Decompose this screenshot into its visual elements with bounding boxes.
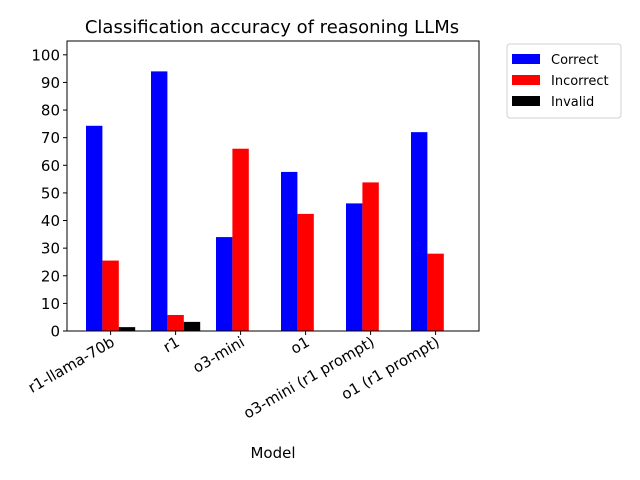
bar-incorrect-5 bbox=[427, 253, 444, 331]
legend-swatch-incorrect bbox=[512, 75, 540, 85]
x-axis-label: Model bbox=[250, 444, 295, 462]
bar-invalid-0 bbox=[118, 327, 136, 331]
y-axis: 0 10 20 30 40 50 60 70 80 90 100 bbox=[31, 46, 67, 341]
y-tick-label: 100 bbox=[31, 46, 60, 64]
y-tick-label: 30 bbox=[41, 240, 60, 258]
bars-group bbox=[86, 71, 444, 332]
bar-correct-0 bbox=[86, 125, 103, 332]
y-tick-label: 20 bbox=[41, 267, 60, 285]
legend-label-invalid: Invalid bbox=[551, 95, 594, 110]
x-tick-label: r1 bbox=[160, 333, 183, 356]
bar-incorrect-2 bbox=[232, 148, 249, 331]
y-tick-label: 50 bbox=[41, 184, 60, 202]
y-tick-label: 60 bbox=[41, 157, 60, 175]
bar-correct-5 bbox=[411, 132, 428, 331]
y-tick-label: 70 bbox=[41, 129, 60, 147]
plot-frame bbox=[66, 40, 480, 332]
bar-correct-3 bbox=[281, 171, 298, 331]
legend: Correct Incorrect Invalid bbox=[506, 43, 622, 119]
legend-swatch-invalid bbox=[512, 96, 540, 106]
y-tick-label: 80 bbox=[41, 102, 60, 120]
bar-incorrect-3 bbox=[297, 213, 314, 331]
legend-label-incorrect: Incorrect bbox=[551, 74, 609, 89]
legend-label-correct: Correct bbox=[551, 53, 598, 68]
y-tick-label: 10 bbox=[41, 295, 60, 313]
y-tick-label: 40 bbox=[41, 212, 60, 230]
y-tick-label: 90 bbox=[41, 74, 60, 92]
bar-correct-2 bbox=[216, 237, 233, 331]
chart-title: Classification accuracy of reasoning LLM… bbox=[85, 17, 459, 38]
bar-correct-1 bbox=[151, 71, 168, 331]
bar-invalid-1 bbox=[183, 321, 201, 331]
bar-incorrect-4 bbox=[362, 182, 379, 331]
bar-correct-4 bbox=[346, 203, 363, 331]
bar-incorrect-1 bbox=[167, 314, 184, 331]
bar-incorrect-0 bbox=[102, 260, 119, 331]
y-tick-label: 0 bbox=[50, 323, 60, 341]
legend-swatch-correct bbox=[512, 54, 540, 64]
